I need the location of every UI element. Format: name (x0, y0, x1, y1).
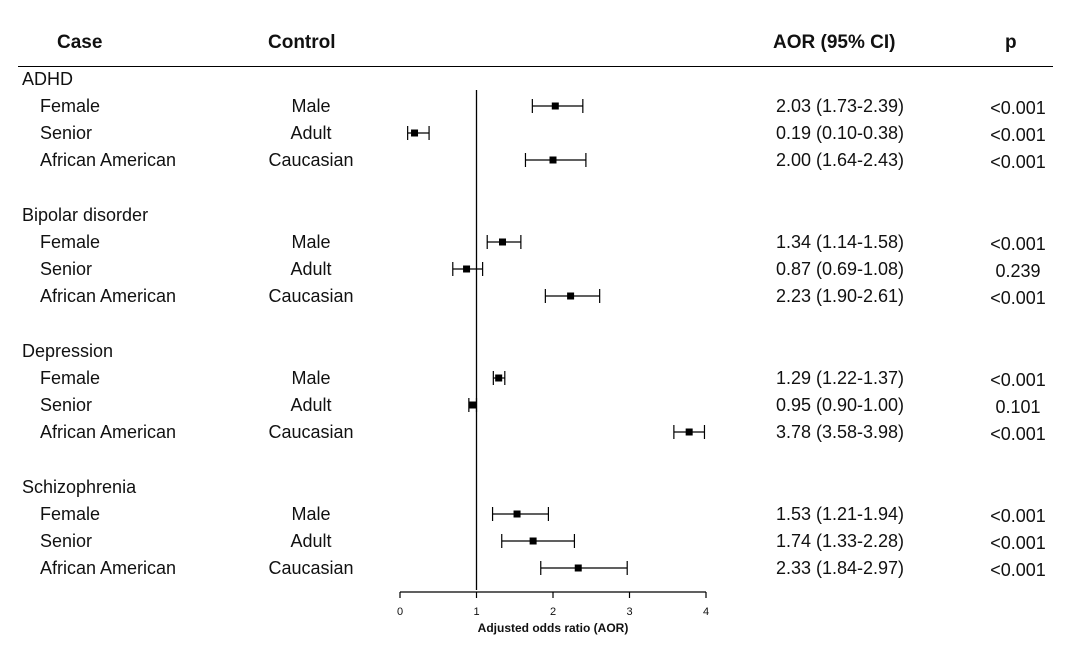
p-value: <0.001 (990, 560, 1046, 580)
group-label: Depression (22, 341, 114, 361)
control-label: Adult (290, 395, 332, 415)
case-label: African American (40, 558, 177, 578)
x-tick-label: 2 (550, 606, 556, 618)
case-label: Female (40, 504, 101, 524)
control-label: Male (291, 504, 331, 524)
p-value: <0.001 (990, 424, 1046, 444)
case-label: African American (40, 150, 177, 170)
point-estimate (567, 292, 575, 300)
control-label: Caucasian (268, 558, 354, 578)
aor-ci-value: 0.95 (0.90-1.00) (775, 395, 905, 415)
point-estimate (685, 428, 693, 436)
group-label: Bipolar disorder (22, 205, 149, 225)
case-label: Senior (40, 395, 93, 415)
point-estimate (513, 510, 521, 518)
case-label: Senior (40, 259, 93, 279)
point-estimate (495, 374, 503, 382)
aor-ci-value: 3.78 (3.58-3.98) (775, 422, 905, 442)
p-value: 0.101 (995, 397, 1041, 417)
header-p: p (1005, 32, 1017, 53)
aor-ci-value: 1.29 (1.22-1.37) (775, 368, 905, 388)
aor-ci-value: 0.87 (0.69-1.08) (775, 259, 905, 279)
case-label: Female (40, 96, 101, 116)
point-estimate (549, 156, 557, 164)
aor-ci-value: 1.74 (1.33-2.28) (775, 531, 905, 551)
point-estimate (529, 537, 537, 545)
header-divider (18, 66, 1053, 67)
case-label: African American (40, 286, 177, 306)
aor-ci-value: 2.00 (1.64-2.43) (775, 150, 905, 170)
control-label: Caucasian (268, 286, 354, 306)
x-tick-label: 1 (473, 606, 479, 618)
x-tick-label: 4 (703, 606, 709, 618)
point-estimate (499, 238, 507, 246)
control-label: Adult (290, 259, 332, 279)
case-label: Female (40, 368, 101, 388)
case-label: Senior (40, 531, 93, 551)
control-label: Male (291, 232, 331, 252)
x-tick-label: 3 (626, 606, 632, 618)
header-case: Case (57, 32, 103, 53)
point-estimate (469, 401, 477, 409)
control-label: Adult (290, 123, 332, 143)
control-label: Male (291, 96, 331, 116)
p-value: 0.239 (995, 261, 1041, 281)
aor-ci-value: 2.23 (1.90-2.61) (775, 286, 905, 306)
point-estimate (574, 564, 582, 572)
control-label: Caucasian (268, 150, 354, 170)
control-label: Adult (290, 531, 332, 551)
control-label: Male (291, 368, 331, 388)
aor-ci-value: 1.34 (1.14-1.58) (775, 232, 905, 252)
x-axis-label: Adjusted odds ratio (AOR) (478, 621, 629, 635)
x-tick-label: 0 (397, 606, 403, 618)
p-value: <0.001 (990, 370, 1046, 390)
p-value: <0.001 (990, 152, 1046, 172)
aor-ci-value: 0.19 (0.10-0.38) (775, 123, 905, 143)
group-label: Schizophrenia (22, 477, 137, 497)
control-label: Caucasian (268, 422, 354, 442)
p-value: <0.001 (990, 234, 1046, 254)
header-control: Control (268, 32, 336, 53)
header-aor: AOR (95% CI) (773, 32, 896, 53)
aor-ci-value: 2.33 (1.84-2.97) (775, 558, 905, 578)
p-value: <0.001 (990, 98, 1046, 118)
p-value: <0.001 (990, 533, 1046, 553)
aor-ci-value: 1.53 (1.21-1.94) (775, 504, 905, 524)
p-value: <0.001 (990, 506, 1046, 526)
point-estimate (411, 129, 419, 137)
case-label: African American (40, 422, 177, 442)
point-estimate (463, 265, 471, 273)
point-estimate (551, 102, 559, 110)
p-value: <0.001 (990, 125, 1046, 145)
case-label: Senior (40, 123, 93, 143)
aor-ci-value: 2.03 (1.73-2.39) (775, 96, 905, 116)
p-value: <0.001 (990, 288, 1046, 308)
case-label: Female (40, 232, 101, 252)
group-label: ADHD (22, 69, 74, 89)
